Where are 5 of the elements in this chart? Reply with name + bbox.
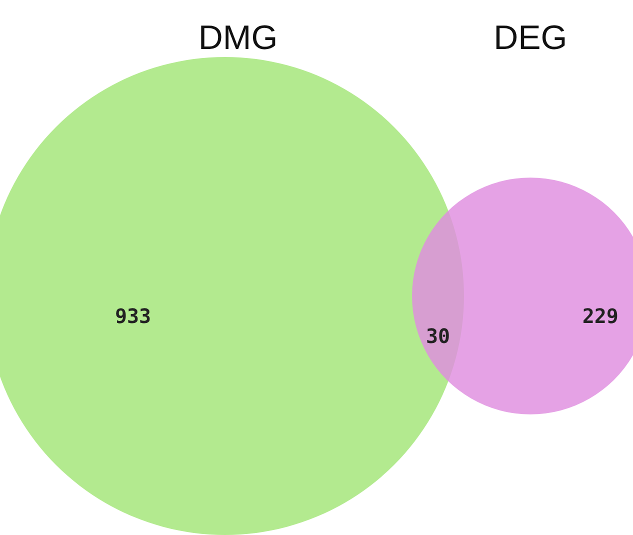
data-label: 933 — [114, 304, 152, 328]
category-label: DMG — [198, 19, 278, 57]
category-label: DEG — [494, 19, 568, 57]
data-label: 229 — [582, 304, 618, 328]
text: 30 — [426, 324, 450, 348]
